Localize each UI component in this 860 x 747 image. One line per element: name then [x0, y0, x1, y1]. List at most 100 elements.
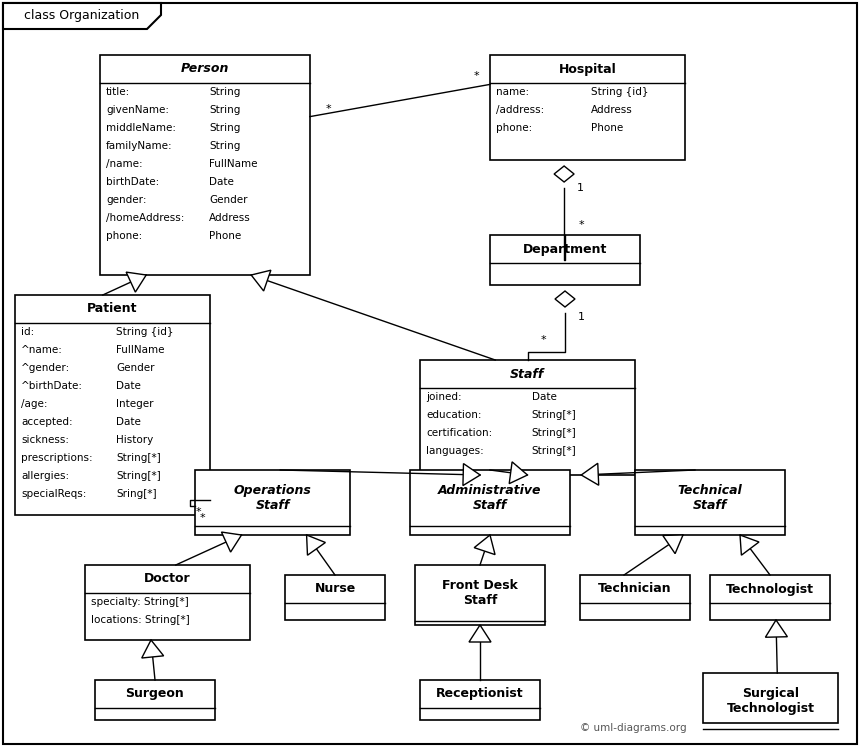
Bar — [100, 55, 310, 275]
Text: *: * — [578, 220, 584, 230]
Text: String: String — [209, 105, 241, 115]
Text: Receptionist: Receptionist — [436, 687, 524, 701]
Text: allergies:: allergies: — [21, 471, 69, 481]
Text: Surgeon: Surgeon — [126, 687, 184, 701]
Text: Technician: Technician — [599, 583, 672, 595]
Text: class Organization: class Organization — [24, 10, 139, 22]
Text: String: String — [209, 141, 241, 151]
Text: Staff: Staff — [510, 368, 544, 380]
Bar — [415, 565, 545, 625]
Text: givenName:: givenName: — [106, 105, 169, 115]
Text: Date: Date — [116, 381, 141, 391]
Text: Phone: Phone — [209, 231, 242, 241]
Text: Hospital: Hospital — [559, 63, 617, 75]
Text: languages:: languages: — [426, 446, 483, 456]
Text: gender:: gender: — [106, 195, 146, 205]
Polygon shape — [474, 535, 495, 554]
Text: id:: id: — [21, 327, 34, 337]
Polygon shape — [307, 535, 325, 555]
Text: education:: education: — [426, 410, 482, 420]
Bar — [410, 470, 570, 535]
Bar — [95, 680, 215, 720]
Bar — [85, 565, 250, 640]
Polygon shape — [554, 166, 574, 182]
Text: String[*]: String[*] — [116, 453, 161, 463]
Text: Administrative
Staff: Administrative Staff — [439, 484, 542, 512]
Text: /name:: /name: — [106, 159, 143, 169]
Polygon shape — [740, 535, 759, 555]
Text: Sring[*]: Sring[*] — [116, 489, 157, 499]
Text: String {id}: String {id} — [116, 327, 174, 337]
Text: /homeAddress:: /homeAddress: — [106, 213, 184, 223]
Polygon shape — [3, 3, 161, 29]
Text: String[*]: String[*] — [531, 446, 576, 456]
Text: birthDate:: birthDate: — [106, 177, 159, 187]
Text: specialReqs:: specialReqs: — [21, 489, 86, 499]
Bar — [703, 673, 838, 723]
Text: Patient: Patient — [87, 303, 138, 315]
Text: ^name:: ^name: — [21, 345, 63, 355]
Text: title:: title: — [106, 87, 130, 97]
Text: FullName: FullName — [209, 159, 258, 169]
Text: *: * — [195, 507, 201, 517]
Bar — [420, 680, 540, 720]
Text: Surgical
Technologist: Surgical Technologist — [727, 687, 814, 715]
Text: String[*]: String[*] — [531, 410, 576, 420]
Text: sickness:: sickness: — [21, 435, 69, 445]
Text: name:: name: — [496, 87, 529, 97]
Text: /address:: /address: — [496, 105, 544, 115]
Text: Date: Date — [116, 417, 141, 427]
Bar — [490, 235, 640, 285]
Text: /age:: /age: — [21, 399, 47, 409]
Text: String: String — [209, 123, 241, 133]
Text: locations: String[*]: locations: String[*] — [91, 615, 190, 625]
Text: History: History — [116, 435, 154, 445]
Text: 1: 1 — [578, 312, 585, 322]
Text: String[*]: String[*] — [116, 471, 161, 481]
Text: *: * — [200, 512, 205, 523]
Polygon shape — [463, 464, 480, 486]
Bar — [195, 470, 350, 535]
Text: phone:: phone: — [106, 231, 142, 241]
Bar — [420, 360, 635, 475]
Text: joined:: joined: — [426, 392, 462, 402]
Text: Date: Date — [531, 392, 556, 402]
Bar — [285, 575, 385, 620]
Polygon shape — [251, 270, 271, 291]
Text: *: * — [541, 335, 546, 345]
Bar — [710, 575, 830, 620]
Polygon shape — [663, 535, 683, 554]
Text: certification:: certification: — [426, 428, 492, 438]
Polygon shape — [765, 620, 788, 637]
Text: Phone: Phone — [592, 123, 624, 133]
Text: String: String — [209, 87, 241, 97]
Text: Gender: Gender — [209, 195, 248, 205]
Text: FullName: FullName — [116, 345, 165, 355]
Text: Technologist: Technologist — [726, 583, 814, 595]
Polygon shape — [126, 272, 146, 292]
Text: Integer: Integer — [116, 399, 154, 409]
Text: *: * — [325, 104, 331, 114]
Text: Nurse: Nurse — [315, 583, 356, 595]
Text: Gender: Gender — [116, 363, 155, 373]
Text: *: * — [473, 72, 479, 81]
Bar — [580, 575, 690, 620]
Polygon shape — [142, 640, 163, 658]
Text: Person: Person — [181, 63, 229, 75]
Text: Front Desk
Staff: Front Desk Staff — [442, 579, 518, 607]
Polygon shape — [581, 463, 599, 486]
Polygon shape — [555, 291, 575, 307]
Polygon shape — [509, 462, 527, 483]
Polygon shape — [469, 625, 491, 642]
Text: String[*]: String[*] — [531, 428, 576, 438]
Text: String {id}: String {id} — [592, 87, 649, 97]
Text: Department: Department — [523, 243, 607, 255]
Text: Date: Date — [209, 177, 234, 187]
Text: middleName:: middleName: — [106, 123, 176, 133]
Text: Doctor: Doctor — [144, 572, 191, 586]
Text: Technical
Staff: Technical Staff — [678, 484, 742, 512]
Text: familyName:: familyName: — [106, 141, 173, 151]
Text: 1: 1 — [576, 183, 584, 193]
Bar — [15, 295, 210, 515]
Text: ^birthDate:: ^birthDate: — [21, 381, 83, 391]
